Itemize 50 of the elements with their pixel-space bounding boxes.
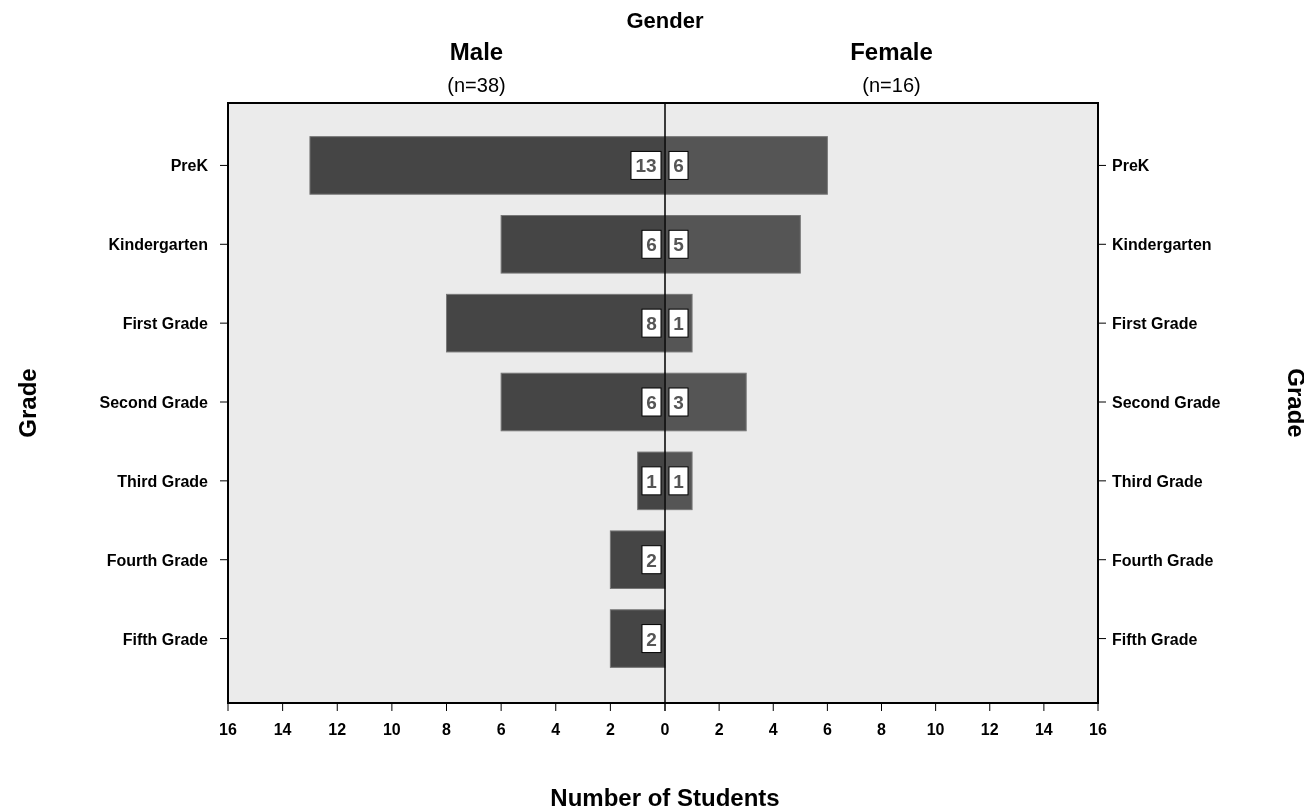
data-label: 2 [646, 549, 657, 571]
data-label: 1 [673, 313, 685, 335]
x-tick-label: 8 [877, 721, 887, 738]
x-tick-label: 6 [822, 721, 832, 738]
x-tick-label: 14 [1034, 721, 1053, 738]
data-label: 6 [646, 234, 657, 256]
y-tick-label: Second Grade [1112, 394, 1221, 411]
y-tick-label: PreK [170, 157, 209, 175]
x-tick-label: 12 [980, 721, 999, 738]
data-label: 8 [646, 313, 657, 335]
x-tick-label: 4 [768, 721, 778, 738]
y-tick-label: Second Grade [99, 394, 209, 411]
y-tick-label: Fourth Grade [1112, 551, 1214, 569]
x-tick-label: 10 [926, 721, 945, 738]
y-tick-label: Kindergarten [1112, 236, 1212, 254]
data-label: 1 [673, 470, 685, 492]
x-tick-label: 12 [328, 721, 347, 738]
y-tick-label: Fifth Grade [1112, 630, 1198, 648]
chart-title: Male [449, 38, 504, 65]
data-label: 5 [673, 234, 685, 256]
x-tick-label: 6 [496, 721, 506, 738]
data-label: 13 [635, 155, 657, 177]
y-tick-label: Kindergarten [108, 236, 208, 254]
y-tick-label: Third Grade [117, 472, 209, 490]
data-label: 6 [646, 392, 657, 413]
x-axis-title: Number of Students [550, 784, 780, 809]
data-label: 2 [646, 628, 657, 650]
x-tick-label: 0 [660, 721, 670, 738]
x-tick-label: 8 [442, 721, 452, 738]
x-tick-label: 2 [605, 721, 615, 738]
data-label: 6 [673, 155, 684, 177]
y-tick-label: Fifth Grade [122, 630, 209, 648]
y-tick-label: First Grade [1112, 315, 1198, 333]
data-label: 1 [646, 470, 658, 492]
y-tick-label: PreK [1112, 157, 1150, 175]
text: Gender [626, 8, 704, 33]
x-tick-label: 16 [219, 721, 237, 738]
x-tick-label: 4 [551, 721, 561, 738]
chart-subtitle: (n=38) [447, 74, 506, 96]
y-axis-title: Grade [14, 368, 41, 438]
x-tick-label: 2 [714, 721, 724, 738]
x-tick-label: 10 [382, 721, 401, 738]
y-tick-label: Third Grade [1112, 472, 1203, 490]
y-tick-label: Fourth Grade [106, 551, 209, 569]
x-tick-label: 16 [1089, 721, 1107, 738]
chart-subtitle: (n=16) [862, 74, 921, 96]
data-label: 3 [673, 392, 684, 413]
y-tick-label: First Grade [122, 315, 209, 333]
chart-title: Female [850, 38, 933, 65]
x-tick-label: 14 [273, 721, 292, 738]
